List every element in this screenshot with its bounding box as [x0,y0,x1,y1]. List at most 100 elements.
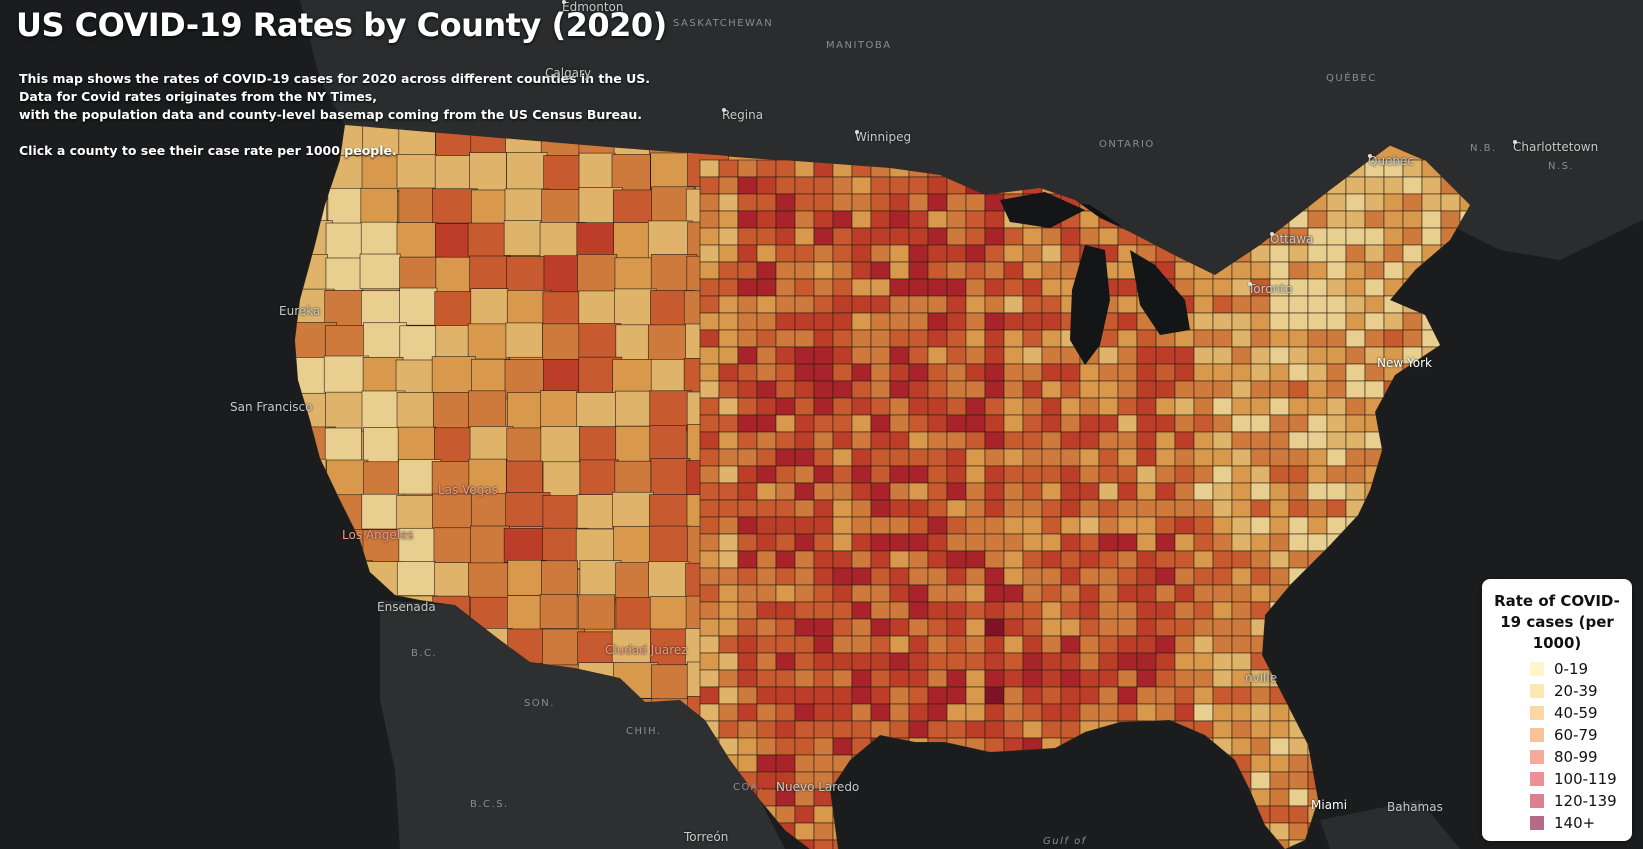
county-region[interactable] [889,618,910,637]
county-region[interactable] [1003,312,1024,331]
county-region[interactable] [1345,244,1366,263]
county-region[interactable] [1003,533,1024,552]
county-region[interactable] [1136,363,1157,382]
county-region[interactable] [756,601,777,620]
county-region[interactable] [1326,482,1347,501]
county-region[interactable] [775,516,796,535]
county-region[interactable] [699,465,720,484]
county-region[interactable] [965,244,986,263]
county-region[interactable] [1098,363,1119,382]
county-region[interactable] [1231,261,1252,280]
county-region[interactable] [1345,176,1366,195]
county-region[interactable] [1003,601,1024,620]
county-region[interactable] [1041,363,1062,382]
county-region[interactable] [927,278,948,297]
county-region[interactable] [1003,482,1024,501]
county-region[interactable] [756,754,777,773]
county-region[interactable] [984,550,1005,569]
county-region[interactable] [813,822,834,841]
county-region[interactable] [1212,550,1233,569]
county-region[interactable] [1307,312,1328,331]
county-region[interactable] [832,244,853,263]
county-region[interactable] [737,278,758,297]
county-region[interactable] [775,601,796,620]
county-region[interactable] [870,227,891,246]
county-region[interactable] [775,346,796,365]
county-region[interactable] [908,295,929,314]
county-region[interactable] [718,567,739,586]
county-region[interactable] [813,720,834,739]
county-region[interactable] [699,567,720,586]
county-region[interactable] [1383,329,1404,348]
county-region[interactable] [851,448,872,467]
county-region[interactable] [851,635,872,654]
county-region[interactable] [1060,618,1081,637]
county-region[interactable] [737,465,758,484]
county-region[interactable] [813,210,834,229]
county-region[interactable] [1288,431,1309,450]
county-region[interactable] [1269,465,1290,484]
county-region[interactable] [1022,703,1043,722]
county-region[interactable] [718,652,739,671]
county-region[interactable] [813,550,834,569]
county-region[interactable] [737,295,758,314]
county-region[interactable] [775,278,796,297]
county-region[interactable] [832,737,853,756]
county-region[interactable] [756,448,777,467]
county-region[interactable] [737,516,758,535]
county-region[interactable] [813,839,834,849]
county-region[interactable] [946,465,967,484]
county-region[interactable] [813,261,834,280]
county-region[interactable] [1231,686,1252,705]
county-region[interactable] [1193,363,1214,382]
county-region[interactable] [1174,635,1195,654]
county-region[interactable] [946,567,967,586]
county-region[interactable] [578,290,622,327]
county-region[interactable] [756,244,777,263]
county-region[interactable] [870,584,891,603]
county-region[interactable] [851,261,872,280]
county-region[interactable] [1041,482,1062,501]
county-region[interactable] [1155,652,1176,671]
county-region[interactable] [699,482,720,501]
county-region[interactable] [1307,278,1328,297]
county-region[interactable] [1193,397,1214,416]
county-region[interactable] [908,278,929,297]
county-region[interactable] [468,390,507,428]
county-region[interactable] [737,635,758,654]
county-region[interactable] [889,465,910,484]
county-region[interactable] [1174,567,1195,586]
county-region[interactable] [1117,397,1138,416]
county-region[interactable] [507,559,547,596]
county-region[interactable] [699,295,720,314]
county-region[interactable] [851,686,872,705]
county-region[interactable] [699,533,720,552]
county-region[interactable] [1193,584,1214,603]
county-region[interactable] [756,329,777,348]
county-region[interactable] [889,550,910,569]
county-region[interactable] [813,176,834,195]
county-region[interactable] [813,312,834,331]
county-region[interactable] [650,359,688,396]
county-region[interactable] [1231,737,1252,756]
county-region[interactable] [946,414,967,433]
county-region[interactable] [1288,771,1309,790]
county-region[interactable] [1041,516,1062,535]
county-region[interactable] [965,601,986,620]
county-region[interactable] [1364,176,1385,195]
county-region[interactable] [1022,363,1043,382]
county-region[interactable] [946,210,967,229]
county-region[interactable] [1098,533,1119,552]
county-region[interactable] [1326,312,1347,331]
county-region[interactable] [541,189,584,227]
county-region[interactable] [870,346,891,365]
county-region[interactable] [889,584,910,603]
county-region[interactable] [1307,465,1328,484]
county-region[interactable] [1345,363,1366,382]
county-region[interactable] [870,550,891,569]
county-region[interactable] [737,397,758,416]
county-region[interactable] [1098,567,1119,586]
county-region[interactable] [699,516,720,535]
county-region[interactable] [737,550,758,569]
county-region[interactable] [965,448,986,467]
